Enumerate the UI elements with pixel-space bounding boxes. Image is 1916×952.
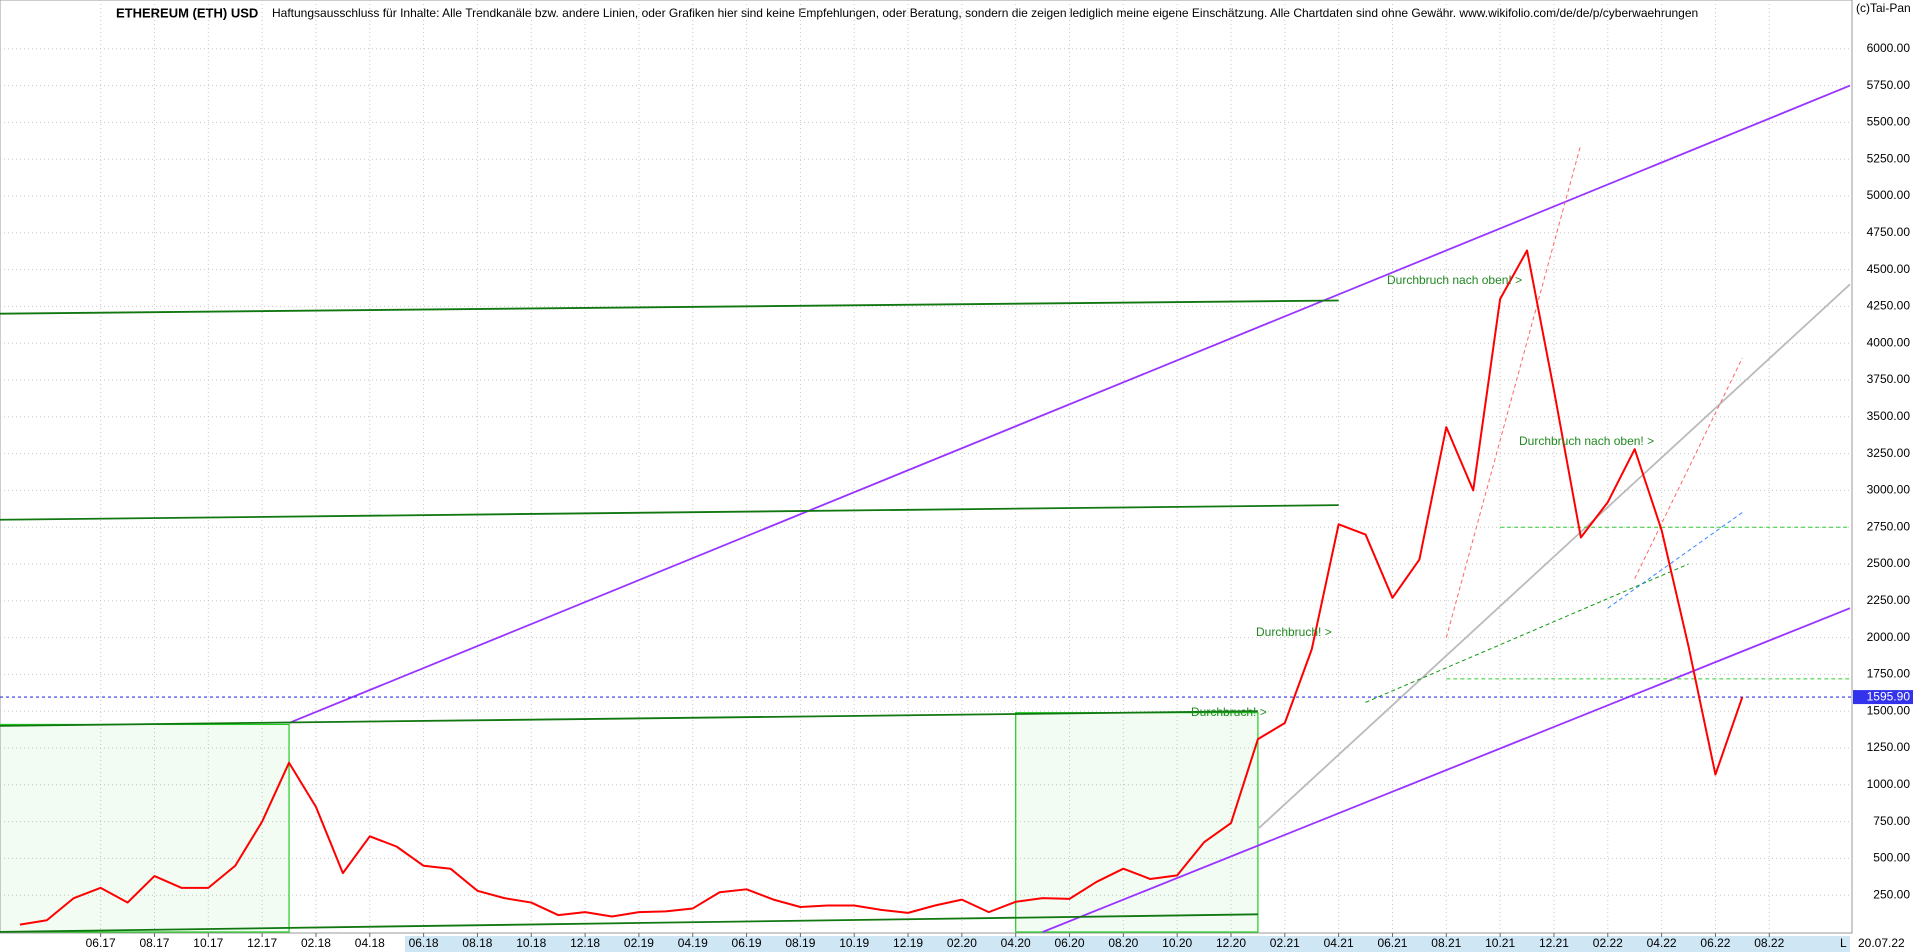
y-tick-label: 1750.00 bbox=[1867, 667, 1911, 681]
y-tick-label: 4250.00 bbox=[1867, 299, 1911, 313]
trendline bbox=[1365, 563, 1689, 703]
y-tick-label: 5500.00 bbox=[1867, 115, 1911, 129]
annotation: Durchbruch nach oben! > bbox=[1387, 273, 1522, 287]
y-tick-label: 2750.00 bbox=[1867, 519, 1911, 533]
x-tick-label: 10.19 bbox=[839, 936, 869, 950]
y-tick-label: 750.00 bbox=[1873, 814, 1910, 828]
y-tick-label: 4500.00 bbox=[1867, 262, 1911, 276]
y-tick-label: 2500.00 bbox=[1867, 556, 1911, 570]
y-tick-label: 250.00 bbox=[1873, 887, 1910, 901]
x-tick-label: 04.21 bbox=[1324, 936, 1354, 950]
zone bbox=[0, 723, 290, 933]
axis-band bbox=[405, 936, 1850, 952]
price-label: 1595.90 bbox=[1867, 689, 1911, 703]
x-tick-label: 08.19 bbox=[785, 936, 815, 950]
date-label: 20.07.22 bbox=[1858, 936, 1905, 950]
trendline bbox=[0, 504, 1339, 521]
copyright: (c)Tai-Pan bbox=[1856, 1, 1911, 15]
trendline bbox=[0, 710, 1258, 727]
x-tick-label: 12.17 bbox=[247, 936, 277, 950]
x-tick-label: 06.20 bbox=[1055, 936, 1085, 950]
x-tick-label: 06.21 bbox=[1377, 936, 1407, 950]
y-tick-label: 2250.00 bbox=[1867, 593, 1911, 607]
x-tick-label: 10.17 bbox=[193, 936, 223, 950]
y-tick-label: 500.00 bbox=[1873, 851, 1910, 865]
x-tick-label: 08.20 bbox=[1108, 936, 1138, 950]
y-tick-label: 3000.00 bbox=[1867, 483, 1911, 497]
x-tick-label: 04.19 bbox=[678, 936, 708, 950]
y-tick-label: 4750.00 bbox=[1867, 225, 1911, 239]
y-tick-label: 5750.00 bbox=[1867, 78, 1911, 92]
trendline bbox=[288, 84, 1851, 724]
x-tick-label: 02.19 bbox=[624, 936, 654, 950]
x-tick-label: 06.22 bbox=[1700, 936, 1730, 950]
x-tick-label: 04.18 bbox=[355, 936, 385, 950]
x-tick-label: 02.22 bbox=[1593, 936, 1623, 950]
x-tick-label: 04.20 bbox=[1001, 936, 1031, 950]
x-tick-label: 12.20 bbox=[1216, 936, 1246, 950]
y-tick-label: 3250.00 bbox=[1867, 446, 1911, 460]
zone bbox=[1015, 712, 1259, 933]
y-tick-label: 1250.00 bbox=[1867, 740, 1911, 754]
x-tick-label: 08.21 bbox=[1431, 936, 1461, 950]
trendline bbox=[1257, 283, 1851, 830]
chart-title: ETHEREUM (ETH) USD bbox=[116, 5, 258, 20]
y-tick-label: 5250.00 bbox=[1867, 151, 1911, 165]
x-tick-label: 12.19 bbox=[893, 936, 923, 950]
x-tick-label: 08.22 bbox=[1754, 936, 1784, 950]
trendline bbox=[0, 913, 1258, 933]
trendline bbox=[1042, 607, 1851, 933]
x-tick-label: 06.18 bbox=[409, 936, 439, 950]
x-tick-label: 02.18 bbox=[301, 936, 331, 950]
x-tick-label: 08.17 bbox=[139, 936, 169, 950]
price-line-series bbox=[19, 249, 1744, 926]
y-tick-label: 1500.00 bbox=[1867, 703, 1911, 717]
x-tick-label: 02.20 bbox=[947, 936, 977, 950]
annotation: Durchbruch nach oben! > bbox=[1519, 434, 1654, 448]
y-tick-label: 2000.00 bbox=[1867, 630, 1911, 644]
y-tick-label: 6000.00 bbox=[1867, 41, 1911, 55]
y-tick-label: 5000.00 bbox=[1867, 188, 1911, 202]
x-tick-label: 10.20 bbox=[1162, 936, 1192, 950]
x-tick-label: 04.22 bbox=[1647, 936, 1677, 950]
trendline bbox=[0, 299, 1339, 315]
x-tick-label: 06.17 bbox=[86, 936, 116, 950]
plot-frame bbox=[0, 0, 1853, 934]
trendline bbox=[1445, 144, 1582, 638]
y-tick-label: 3750.00 bbox=[1867, 372, 1911, 386]
x-tick-label: 02.21 bbox=[1270, 936, 1300, 950]
annotation: Durchbruch! > bbox=[1191, 705, 1267, 719]
y-tick-label: 4000.00 bbox=[1867, 335, 1911, 349]
trendline bbox=[1634, 357, 1743, 579]
x-tick-label: 10.18 bbox=[516, 936, 546, 950]
annotation: Durchbruch! > bbox=[1256, 625, 1332, 639]
x-tick-label: 06.19 bbox=[732, 936, 762, 950]
x-tick-label: 10.21 bbox=[1485, 936, 1515, 950]
chart-subtitle: Haftungsausschluss für Inhalte: Alle Tre… bbox=[272, 6, 1698, 20]
x-tick-label: 12.21 bbox=[1539, 936, 1569, 950]
x-tick-label: 08.18 bbox=[462, 936, 492, 950]
y-tick-label: 1000.00 bbox=[1867, 777, 1911, 791]
x-tick-label: 12.18 bbox=[570, 936, 600, 950]
price-label-box bbox=[1853, 690, 1913, 705]
y-tick-label: 3500.00 bbox=[1867, 409, 1911, 423]
corner-label: L bbox=[1840, 936, 1847, 950]
